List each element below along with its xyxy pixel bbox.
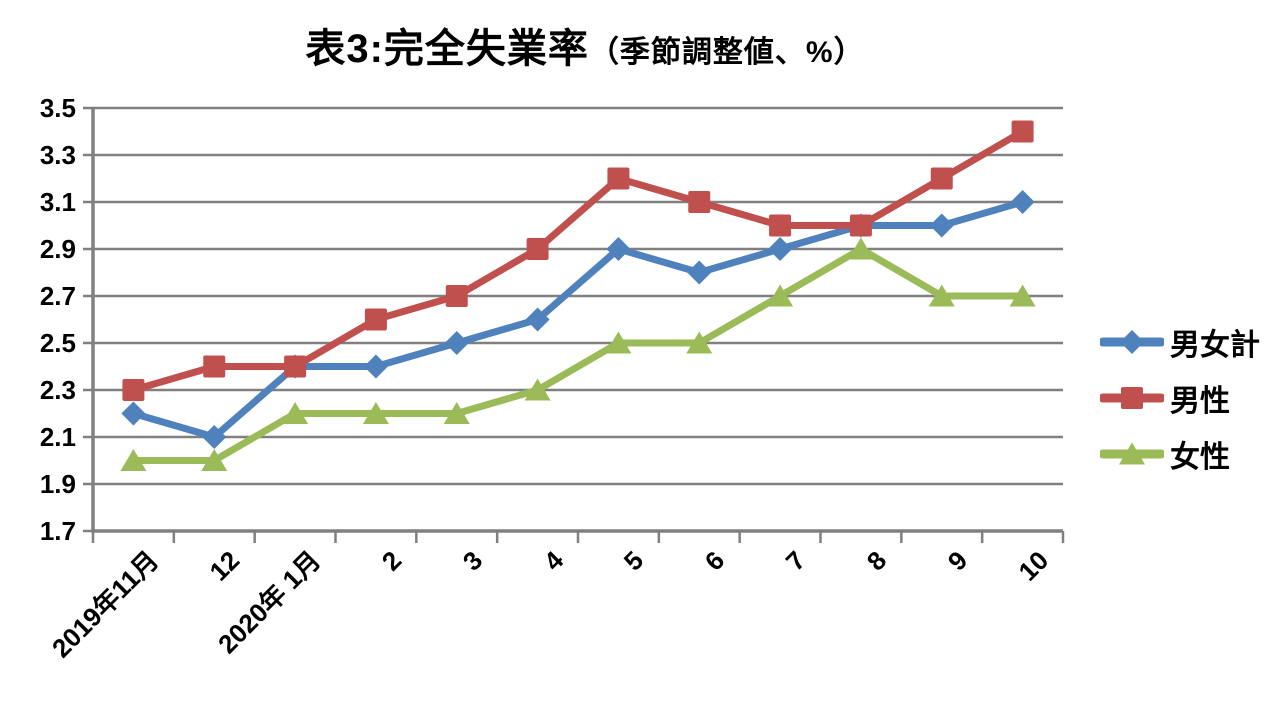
series-female-point bbox=[686, 331, 713, 354]
series-female-point bbox=[120, 449, 147, 471]
series-female-point bbox=[282, 402, 309, 424]
y-tick-label: 1.7 bbox=[39, 516, 76, 546]
series-female-point bbox=[524, 378, 551, 401]
series-male-point bbox=[284, 355, 307, 378]
series-total-point bbox=[929, 213, 954, 238]
series-female-point bbox=[605, 331, 632, 354]
y-tick-label: 2.7 bbox=[39, 281, 76, 311]
series-female-point bbox=[928, 284, 955, 307]
series-total-point bbox=[768, 237, 793, 261]
y-tick-label: 3.5 bbox=[39, 93, 76, 123]
chart-title-suffix: （季節調整値、%） bbox=[588, 36, 865, 69]
series-male-line bbox=[129, 128, 1027, 394]
series-total-point bbox=[121, 401, 146, 426]
y-tick-label: 2.3 bbox=[39, 375, 76, 405]
series-total-point bbox=[687, 260, 712, 285]
y-tick-label: 2.5 bbox=[39, 328, 76, 358]
series-total-point bbox=[444, 331, 469, 355]
series-male-point bbox=[1011, 120, 1034, 143]
series-female-point bbox=[847, 237, 874, 260]
series-male-point bbox=[607, 167, 630, 190]
series-total bbox=[121, 190, 1035, 449]
series-male-point bbox=[849, 214, 872, 237]
series-male-point bbox=[203, 355, 226, 378]
axes bbox=[83, 106, 1065, 543]
series-female-point bbox=[1009, 284, 1036, 307]
legend-female-marker bbox=[1119, 442, 1145, 465]
legend-item-female: 女性 bbox=[1100, 428, 1260, 480]
series-male-point bbox=[122, 379, 145, 401]
series-female-line bbox=[129, 245, 1027, 464]
series-female-point bbox=[767, 284, 794, 307]
y-tick-label: 2.9 bbox=[39, 234, 76, 264]
chart-legend: 男女計 男性 女性 bbox=[1100, 316, 1260, 480]
series-male-point bbox=[526, 238, 549, 260]
y-tick-label: 2.1 bbox=[39, 422, 76, 452]
legend-item-total: 男女計 bbox=[1100, 316, 1260, 368]
series-total-point bbox=[606, 237, 631, 261]
chart-title: 表3:完全失業率（季節調整値、%） bbox=[0, 16, 1170, 74]
y-tick-label: 1.9 bbox=[39, 469, 76, 499]
series-male-point bbox=[364, 308, 387, 331]
legend-label-total: 男女計 bbox=[1170, 329, 1260, 362]
legend-marker-total-icon bbox=[1100, 330, 1164, 354]
series-female bbox=[120, 237, 1036, 471]
series-male-point bbox=[930, 167, 953, 190]
series-male-point bbox=[769, 214, 792, 237]
legend-total-marker bbox=[1120, 330, 1144, 354]
legend-marker-female-icon bbox=[1100, 442, 1164, 465]
legend-label-female: 女性 bbox=[1170, 441, 1230, 474]
legend-label-male: 男性 bbox=[1170, 385, 1230, 418]
series-female-point bbox=[443, 402, 470, 424]
series-male-point bbox=[688, 191, 711, 213]
y-tick-label: 3.1 bbox=[39, 187, 76, 217]
series-female-point bbox=[201, 449, 228, 471]
series-male bbox=[122, 120, 1034, 401]
chart-title-main: 表3:完全失業率 bbox=[305, 27, 589, 71]
series-male-point bbox=[445, 285, 468, 307]
series-total-point bbox=[525, 307, 550, 332]
series-total-point bbox=[1010, 190, 1035, 214]
y-tick-label: 3.3 bbox=[39, 140, 76, 170]
series-female-point bbox=[362, 402, 389, 424]
legend-marker-male-icon bbox=[1100, 387, 1164, 409]
legend-male-marker bbox=[1121, 387, 1143, 409]
gridlines bbox=[93, 106, 1063, 486]
legend-item-male: 男性 bbox=[1100, 372, 1260, 424]
series-total-line bbox=[129, 198, 1027, 441]
series-total-point bbox=[202, 425, 227, 449]
series-total-point bbox=[363, 354, 388, 379]
